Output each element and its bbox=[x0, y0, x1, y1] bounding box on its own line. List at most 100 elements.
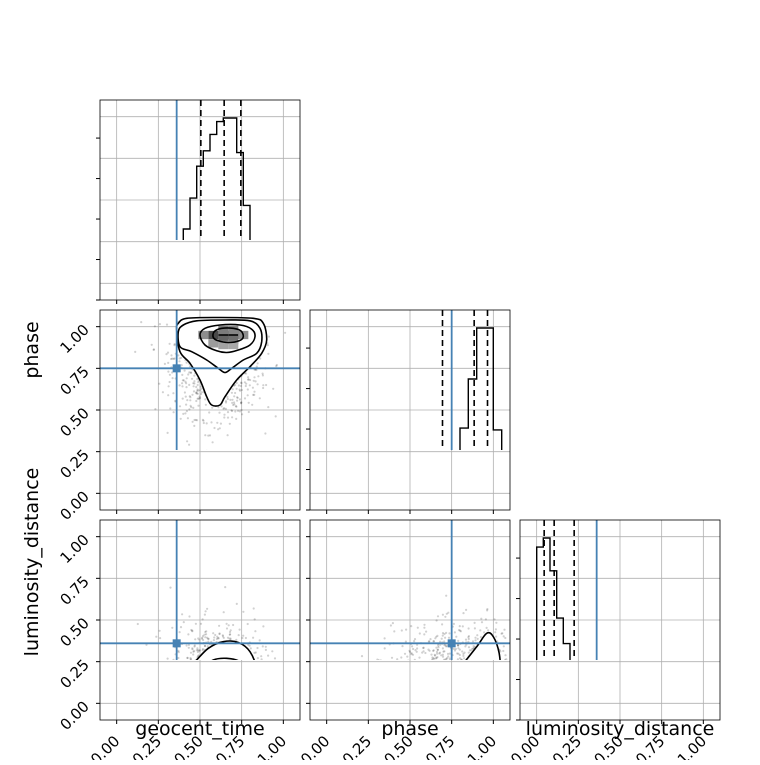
scatter-point bbox=[474, 671, 476, 673]
scatter-point bbox=[252, 637, 254, 639]
scatter-point bbox=[423, 671, 425, 673]
scatter-point bbox=[228, 672, 230, 674]
scatter-point bbox=[458, 674, 460, 676]
scatter-point bbox=[220, 669, 222, 671]
scatter-point bbox=[207, 705, 209, 707]
scatter-point bbox=[209, 686, 211, 688]
scatter-point bbox=[434, 680, 436, 682]
scatter-point bbox=[457, 685, 459, 687]
scatter-point bbox=[416, 651, 418, 653]
scatter-point bbox=[223, 686, 225, 688]
scatter-point bbox=[208, 676, 210, 678]
scatter-point bbox=[455, 699, 457, 701]
scatter-point bbox=[180, 698, 182, 700]
scatter-point bbox=[500, 675, 502, 677]
scatter-point bbox=[271, 650, 273, 652]
scatter-point bbox=[455, 636, 457, 638]
scatter-point bbox=[496, 689, 498, 691]
scatter-point bbox=[231, 681, 233, 683]
scatter-point bbox=[189, 698, 191, 700]
scatter-point bbox=[425, 678, 427, 680]
scatter-point bbox=[246, 679, 248, 681]
scatter-point bbox=[473, 666, 475, 668]
scatter-point bbox=[256, 662, 258, 664]
scatter-point bbox=[440, 664, 442, 666]
scatter-point bbox=[215, 696, 217, 698]
scatter-point bbox=[208, 687, 210, 689]
scatter-point bbox=[225, 698, 227, 700]
histogram-bar bbox=[427, 488, 435, 510]
scatter-point bbox=[177, 657, 179, 659]
scatter-point bbox=[487, 680, 489, 682]
scatter-point bbox=[455, 682, 457, 684]
scatter-point bbox=[473, 693, 475, 695]
scatter-point bbox=[459, 668, 461, 670]
scatter-point bbox=[203, 684, 205, 686]
scatter-point bbox=[175, 681, 177, 683]
scatter-point bbox=[230, 696, 232, 698]
scatter-point bbox=[462, 612, 464, 614]
scatter-point bbox=[224, 671, 226, 673]
scatter-point bbox=[205, 687, 207, 689]
scatter-point bbox=[487, 629, 489, 631]
scatter-point bbox=[210, 680, 212, 682]
scatter-point bbox=[400, 666, 402, 668]
scatter-point bbox=[172, 377, 174, 379]
scatter-point bbox=[253, 380, 255, 382]
scatter-point bbox=[206, 666, 208, 668]
y-axis-title-luminosity-distance: luminosity_distance bbox=[21, 468, 43, 657]
scatter-point bbox=[439, 673, 441, 675]
scatter-point bbox=[434, 689, 436, 691]
scatter-point bbox=[439, 685, 441, 687]
scatter-point bbox=[438, 675, 440, 677]
contour-line bbox=[477, 674, 487, 698]
scatter-point bbox=[418, 668, 420, 670]
scatter-point bbox=[444, 668, 446, 670]
scatter-point bbox=[224, 696, 226, 698]
scatter-point bbox=[173, 664, 175, 666]
scatter-point bbox=[470, 676, 472, 678]
scatter-point bbox=[249, 384, 251, 386]
scatter-point bbox=[228, 672, 230, 674]
scatter-point bbox=[455, 648, 457, 650]
scatter-point bbox=[233, 401, 235, 403]
scatter-point bbox=[480, 618, 482, 620]
scatter-point bbox=[188, 615, 190, 617]
scatter-point bbox=[458, 680, 460, 682]
scatter-point bbox=[392, 684, 394, 686]
scatter-point bbox=[178, 674, 180, 676]
histogram-bar bbox=[563, 644, 570, 720]
scatter-point bbox=[429, 638, 431, 640]
scatter-point bbox=[464, 692, 466, 694]
scatter-point bbox=[212, 675, 214, 677]
scatter-point bbox=[196, 679, 198, 681]
scatter-point bbox=[215, 705, 217, 707]
scatter-point bbox=[247, 665, 249, 667]
scatter-point bbox=[463, 679, 465, 681]
scatter-point bbox=[415, 683, 417, 685]
scatter-point bbox=[468, 678, 470, 680]
scatter-point bbox=[439, 684, 441, 686]
scatter-point bbox=[474, 637, 476, 639]
scatter-point bbox=[208, 694, 210, 696]
scatter-point bbox=[203, 677, 205, 679]
scatter-point bbox=[442, 614, 444, 616]
scatter-point bbox=[179, 701, 181, 703]
scatter-point bbox=[431, 656, 433, 658]
scatter-point bbox=[488, 692, 490, 694]
scatter-point bbox=[197, 683, 199, 685]
scatter-point bbox=[472, 673, 474, 675]
scatter-point bbox=[212, 441, 214, 443]
scatter-point bbox=[245, 372, 247, 374]
scatter-point bbox=[470, 674, 472, 676]
scatter-point bbox=[478, 699, 480, 701]
scatter-point bbox=[259, 397, 261, 399]
scatter-point bbox=[159, 699, 161, 701]
scatter-point bbox=[234, 410, 236, 412]
scatter-point bbox=[460, 685, 462, 687]
scatter-point bbox=[445, 678, 447, 680]
scatter-point bbox=[184, 381, 186, 383]
scatter-point bbox=[205, 691, 207, 693]
scatter-point bbox=[216, 705, 218, 707]
scatter-point bbox=[247, 394, 249, 396]
